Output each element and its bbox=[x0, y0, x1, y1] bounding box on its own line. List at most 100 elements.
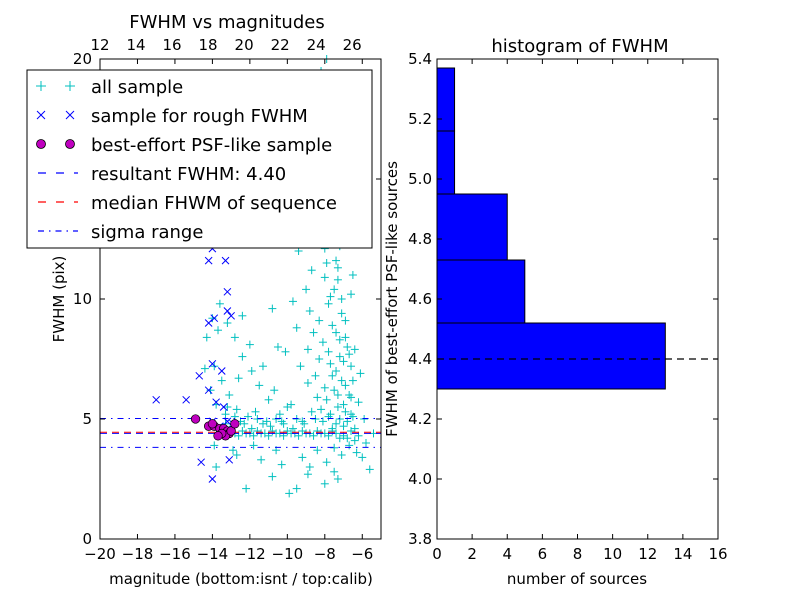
rough-sample-point bbox=[208, 475, 217, 483]
all-sample-point bbox=[354, 398, 363, 407]
all-sample-point bbox=[324, 299, 333, 308]
all-sample-point bbox=[330, 285, 339, 294]
all-sample-point bbox=[337, 295, 346, 303]
all-sample-point bbox=[298, 453, 307, 462]
all-sample-point bbox=[214, 326, 223, 335]
all-sample-point bbox=[266, 422, 275, 431]
all-sample-point bbox=[347, 290, 356, 299]
all-sample-point bbox=[281, 347, 290, 356]
rough-sample-point bbox=[225, 455, 234, 464]
all-sample-point bbox=[347, 362, 356, 371]
all-sample-point bbox=[341, 316, 350, 325]
all-sample-point bbox=[288, 424, 297, 433]
all-sample-point bbox=[333, 263, 342, 272]
all-sample-point bbox=[303, 379, 312, 387]
legend-marker-circle bbox=[65, 139, 75, 149]
all-sample-point bbox=[315, 355, 324, 363]
all-sample-point bbox=[247, 424, 256, 433]
hist-x-tick-label: 2 bbox=[467, 545, 477, 563]
scatter-title: FWHM vs magnitudes bbox=[129, 12, 324, 33]
all-sample-point bbox=[238, 311, 247, 320]
all-sample-point bbox=[217, 376, 226, 385]
y-tick-label: 5 bbox=[82, 410, 92, 428]
best-sample-point bbox=[226, 426, 236, 436]
all-sample-point bbox=[333, 391, 342, 399]
all-sample-point bbox=[212, 463, 221, 471]
hist-x-tick-label: 0 bbox=[432, 545, 442, 563]
all-sample-point bbox=[341, 407, 350, 416]
legend-label: best-effort PSF-like sample bbox=[91, 135, 332, 156]
all-sample-point bbox=[328, 424, 337, 433]
hist-y-tick-label: 4.2 bbox=[408, 410, 432, 428]
histogram-bar bbox=[436, 322, 666, 390]
all-sample-point bbox=[215, 299, 224, 308]
rough-sample-point bbox=[204, 319, 213, 327]
rough-sample-point bbox=[219, 403, 228, 411]
all-sample-point bbox=[305, 307, 314, 315]
all-sample-point bbox=[348, 376, 357, 385]
rough-sample-point bbox=[197, 458, 206, 467]
all-sample-point bbox=[365, 465, 374, 474]
histogram-x-label: number of sources bbox=[507, 570, 647, 588]
histogram-bar bbox=[436, 193, 508, 261]
histogram-bar bbox=[436, 259, 526, 324]
histogram-bars bbox=[436, 67, 718, 390]
legend-entry-all-sample: all sample bbox=[36, 77, 183, 98]
all-sample-point bbox=[245, 340, 254, 349]
all-sample-point bbox=[273, 343, 282, 351]
hist-x-tick-label: 12 bbox=[638, 545, 657, 563]
histogram-title: histogram of FWHM bbox=[491, 36, 668, 57]
hist-x-tick-label: 4 bbox=[502, 545, 512, 563]
all-sample-point bbox=[356, 369, 365, 378]
all-sample-point bbox=[337, 309, 346, 318]
hist-y-tick-label: 4.0 bbox=[408, 470, 432, 488]
all-sample-point bbox=[303, 345, 312, 354]
legend-entry-resultant-fwhm: resultant FWHM: 4.40 bbox=[38, 164, 286, 185]
all-sample-point bbox=[311, 371, 320, 380]
all-sample-point bbox=[330, 386, 339, 395]
hist-y-tick-label: 4.6 bbox=[408, 290, 432, 308]
all-sample-point bbox=[292, 323, 301, 332]
all-sample-point bbox=[270, 386, 279, 395]
top-x-tick-label: 26 bbox=[343, 36, 362, 54]
y-tick-label: 20 bbox=[73, 50, 92, 68]
top-x-tick-label: 22 bbox=[271, 36, 290, 54]
y-tick-label: 10 bbox=[73, 290, 92, 308]
x-tick-label: −12 bbox=[234, 545, 266, 563]
all-sample-point bbox=[257, 455, 266, 464]
legend: all sample sample for rough FWHM best-ef… bbox=[26, 69, 373, 249]
top-x-tick-label: 16 bbox=[163, 36, 182, 54]
all-sample-point bbox=[324, 347, 333, 356]
hist-x-tick-label: 16 bbox=[708, 545, 727, 563]
all-sample-point bbox=[341, 381, 350, 390]
all-sample-point bbox=[202, 333, 211, 342]
all-sample-point bbox=[337, 376, 346, 385]
x-tick-label: −14 bbox=[197, 545, 229, 563]
legend-entry-rough-sample: sample for rough FWHM bbox=[36, 106, 308, 127]
scatter-x-label: magnitude (bottom:isnt / top:calib) bbox=[109, 570, 373, 588]
rough-sample-point bbox=[212, 398, 221, 407]
hist-y-tick-label: 3.8 bbox=[408, 530, 432, 548]
all-sample-point bbox=[343, 434, 352, 443]
all-sample-point bbox=[313, 446, 322, 455]
all-sample-point bbox=[223, 319, 232, 327]
all-sample-point bbox=[232, 405, 241, 414]
all-sample-point bbox=[341, 333, 350, 342]
legend-entry-best-sample: best-effort PSF-like sample bbox=[36, 135, 332, 156]
histogram-bar bbox=[436, 130, 456, 195]
all-sample-point bbox=[277, 460, 286, 469]
all-sample-point bbox=[303, 470, 312, 479]
all-sample-point bbox=[350, 436, 359, 445]
legend-entry-sigma-range: sigma range bbox=[38, 222, 203, 243]
all-sample-point bbox=[318, 338, 327, 347]
hist-x-tick-label: 6 bbox=[538, 545, 548, 563]
all-sample-point bbox=[343, 343, 352, 351]
all-sample-point bbox=[347, 410, 356, 419]
rough-sample-point bbox=[204, 386, 213, 395]
reference-lines bbox=[100, 414, 381, 448]
all-sample-point bbox=[307, 407, 316, 416]
rough-sample-point bbox=[208, 359, 217, 368]
hist-x-tick-label: 14 bbox=[673, 545, 692, 563]
legend-label: all sample bbox=[91, 77, 183, 98]
